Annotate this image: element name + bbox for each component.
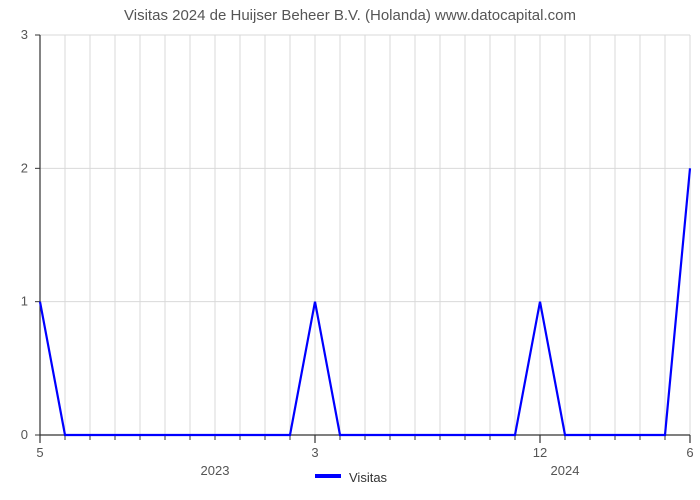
y-tick-label: 1 — [21, 294, 28, 309]
legend-label: Visitas — [349, 470, 388, 485]
x-year-label: 2023 — [201, 463, 230, 478]
x-tick-label: 12 — [533, 445, 547, 460]
visits-line-chart: Visitas 2024 de Huijser Beheer B.V. (Hol… — [0, 0, 700, 500]
x-year-label: 2024 — [551, 463, 580, 478]
chart-container: Visitas 2024 de Huijser Beheer B.V. (Hol… — [0, 0, 700, 500]
x-tick-label: 5 — [36, 445, 43, 460]
chart-title: Visitas 2024 de Huijser Beheer B.V. (Hol… — [124, 7, 576, 24]
x-tick-label: 6 — [686, 445, 693, 460]
legend-swatch — [315, 474, 341, 478]
y-tick-label: 2 — [21, 160, 28, 175]
y-tick-label: 0 — [21, 427, 28, 442]
x-tick-label: 3 — [311, 445, 318, 460]
y-tick-label: 3 — [21, 27, 28, 42]
